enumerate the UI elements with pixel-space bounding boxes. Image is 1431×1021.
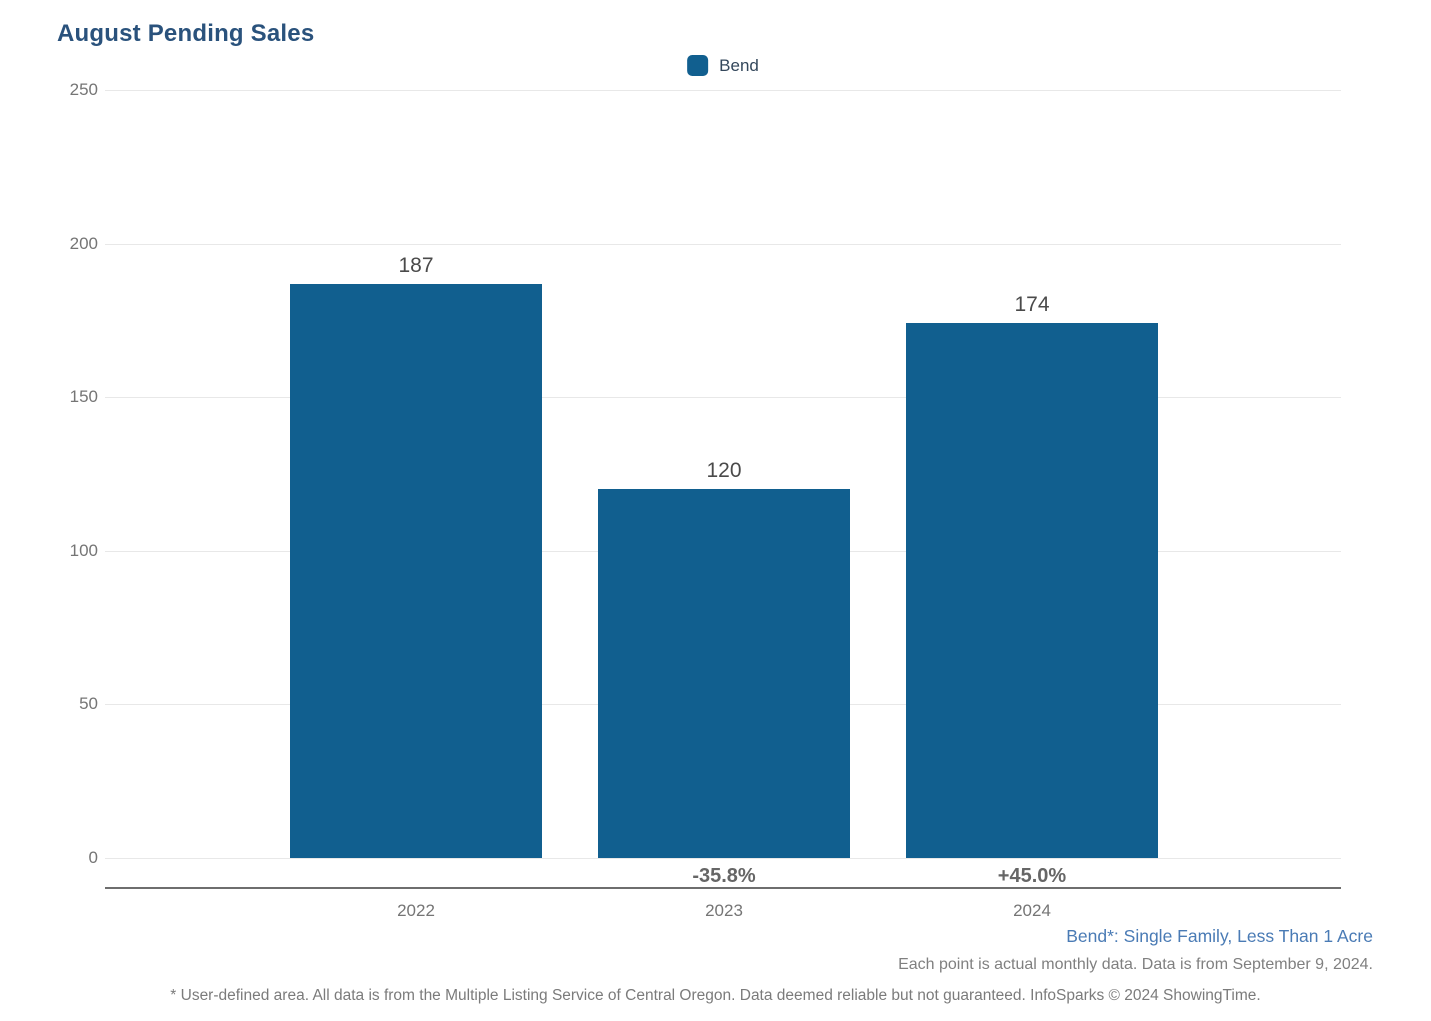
y-tick-label-250: 250 [69,80,98,99]
x-axis-label-2022: 2022 [397,901,435,920]
gridline-y-200 [105,244,1341,245]
legend-label: Bend [719,55,759,75]
value-label-2024: 174 [1014,293,1050,316]
gridline-y-250 [105,90,1341,91]
y-tick-label-50: 50 [79,694,98,713]
chart-title: August Pending Sales [57,20,315,47]
legend-item-bend[interactable]: Bend [687,55,759,76]
footer-note: * User-defined area. All data is from th… [170,987,1261,1004]
gridline-y-0 [105,858,1341,859]
y-tick-label-150: 150 [69,387,98,406]
value-label-2023: 120 [706,459,742,482]
percent-change-label-2024: +45.0% [997,865,1067,887]
segment-note: Bend*: Single Family, Less Than 1 Acre [1066,926,1373,946]
x-axis-label-2023: 2023 [705,901,743,920]
y-tick-label-0: 0 [88,848,98,867]
value-label-2022: 187 [398,254,434,277]
y-tick-label-200: 200 [69,234,98,253]
bar-2023[interactable] [598,489,850,858]
bar-2024[interactable] [906,323,1158,858]
data-note: Each point is actual monthly data. Data … [898,956,1373,973]
y-tick-label-100: 100 [69,541,98,560]
bar-2022[interactable] [290,284,542,858]
x-axis-label-2024: 2024 [1013,901,1051,920]
gridline-y-150 [105,397,1341,398]
x-axis-line [105,887,1341,889]
percent-change-label-2023: -35.8% [692,865,756,887]
legend-swatch-icon [687,55,709,76]
